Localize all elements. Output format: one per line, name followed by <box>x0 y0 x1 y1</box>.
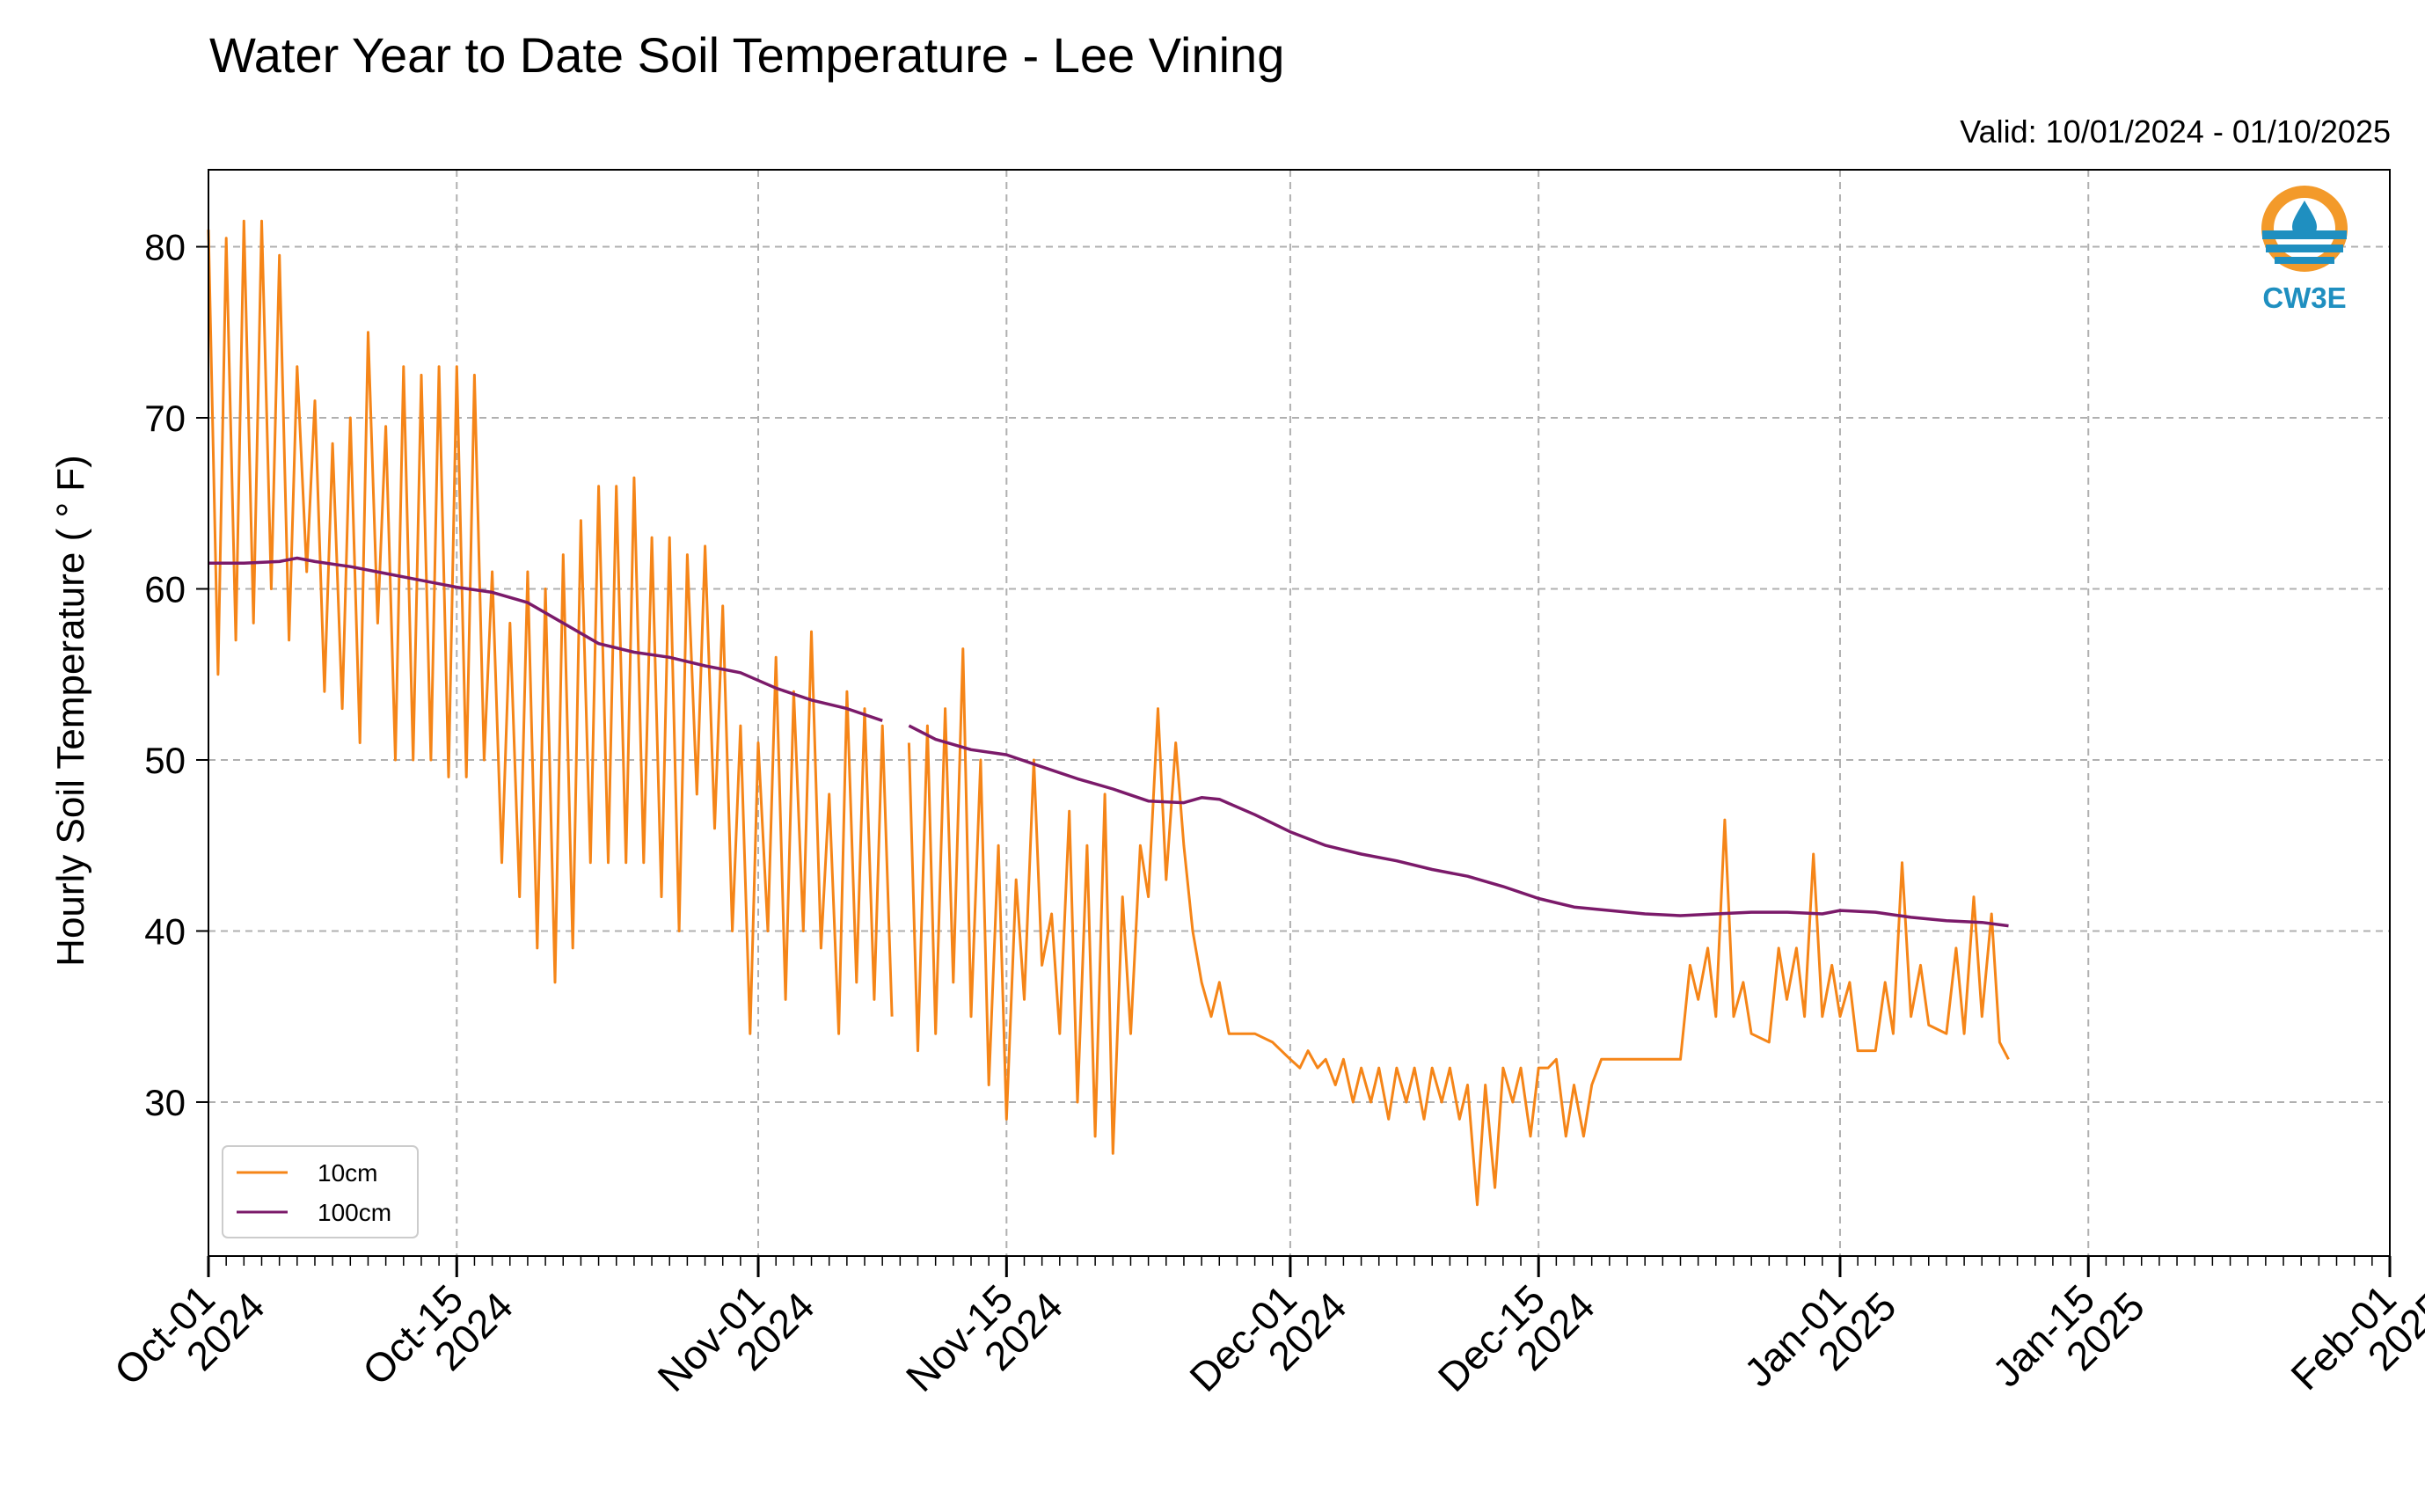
logo-wave-2 <box>2266 245 2343 252</box>
legend-label-100cm: 100cm <box>318 1199 391 1226</box>
y-tick-labels: 30 40 50 60 70 80 <box>144 227 186 1123</box>
series-lines <box>207 219 2010 1207</box>
chart-title: Water Year to Date Soil Temperature - Le… <box>209 27 1284 83</box>
logo-text: CW3E <box>2262 281 2346 314</box>
y-tick-label-70: 70 <box>144 398 186 439</box>
y-tick-label-50: 50 <box>144 740 186 781</box>
legend-label-10cm: 10cm <box>318 1159 377 1187</box>
y-tick-label-40: 40 <box>144 910 186 952</box>
plot-area-frame <box>208 169 2391 1257</box>
water-drop-icon <box>2292 201 2317 239</box>
y-tick-label-80: 80 <box>144 227 186 268</box>
y-axis-label: Hourly Soil Temperature ( ° F) <box>49 455 92 967</box>
axis-ticks <box>196 245 2392 1277</box>
logo-wave-3 <box>2275 257 2334 264</box>
chart-legend: 10cm 100cm <box>222 1145 419 1238</box>
legend-box <box>222 1145 419 1238</box>
cw3e-logo: CW3E <box>2261 186 2348 314</box>
series-line-100cm <box>208 556 2009 928</box>
logo-ring <box>2261 186 2348 272</box>
y-tick-label-60: 60 <box>144 568 186 610</box>
grid-lines <box>208 170 2391 1256</box>
y-tick-label-30: 30 <box>144 1082 186 1123</box>
series-line-10cm <box>207 219 2010 1207</box>
chart-subtitle: Valid: 10/01/2024 - 01/10/2025 <box>1960 113 2391 150</box>
